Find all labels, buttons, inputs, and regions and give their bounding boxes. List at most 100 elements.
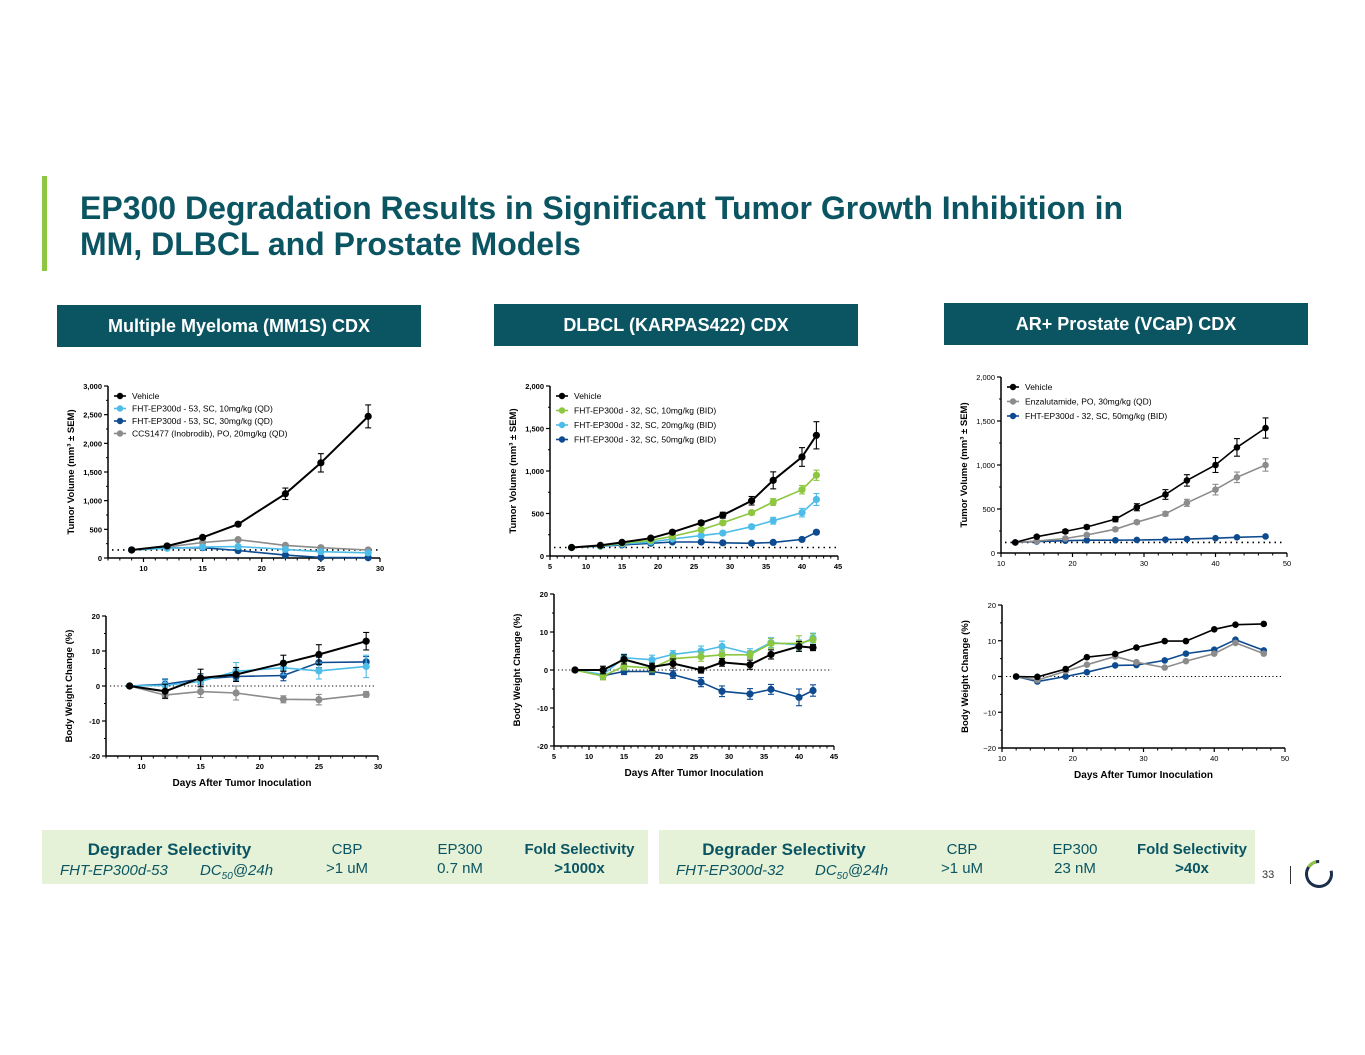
y-tick-label: -10 (89, 717, 100, 726)
legend-item: Vehicle (556, 391, 602, 401)
data-point (812, 528, 820, 536)
data-point (1062, 673, 1069, 680)
series-fht-ep300d-32-sc-10mg-kg-bid (571, 633, 817, 681)
data-point (812, 495, 820, 504)
data-point (279, 659, 287, 667)
data-point (1083, 536, 1091, 544)
data-point (746, 690, 754, 698)
legend-marker (558, 421, 566, 429)
series-vehicle (568, 421, 820, 552)
cbp-label: CBP (331, 841, 363, 858)
legend-marker (558, 407, 566, 414)
data-point (719, 511, 727, 519)
data-point (1232, 621, 1239, 628)
data-point (1233, 444, 1241, 451)
x-tick-label: 10 (139, 564, 147, 573)
y-tick-label: 10 (92, 647, 100, 656)
y-tick-label: 2,000 (976, 373, 995, 382)
x-tick-label: 30 (1140, 559, 1148, 568)
data-point (718, 658, 726, 666)
data-point (234, 520, 242, 528)
legend-label: Vehicle (574, 391, 602, 401)
data-point (234, 542, 242, 551)
metric-subscript: 50 (836, 871, 848, 882)
y-tick-label: 20 (988, 601, 996, 610)
cbp-column: CBP >1 uM (922, 840, 1002, 878)
chart-dlbcl-body-weight: -20 -10 0 10 20 5 10 15 20 25 30 35 40 45 Body Weight … (502, 586, 852, 791)
data-point (1212, 461, 1219, 469)
legend-item: CCS1477 (Inobrodib), PO, 20mg/kg (QD) (114, 429, 288, 439)
data-point (767, 685, 775, 693)
legend-marker (116, 417, 124, 425)
data-point (669, 670, 677, 679)
data-point (669, 659, 677, 668)
data-point (795, 693, 803, 701)
y-tick-label: 1,000 (83, 497, 102, 506)
series-enzalutamide-po-30mg-kg-qd (1012, 458, 1269, 546)
series-fht-ep300d-53-sc-10mg-kg-qd (126, 654, 370, 692)
x-tick-label: 50 (1281, 754, 1289, 763)
series-vehicle (128, 404, 372, 554)
series-line (1016, 642, 1265, 681)
data-point (1183, 477, 1191, 484)
page-title-line-2: MM, DLBCL and Prostate Models (80, 226, 581, 262)
x-tick-label: 20 (258, 564, 266, 573)
ep300-label: EP300 (1052, 841, 1098, 858)
data-point (812, 431, 820, 439)
data-point (1161, 657, 1169, 664)
data-point (1083, 653, 1091, 661)
legend: Vehicle Enzalutamide, PO, 30mg/kg (QD) FHT… (1007, 382, 1167, 421)
data-point (163, 542, 171, 550)
data-point (1112, 525, 1119, 533)
x-tick-label: 5 (552, 752, 556, 761)
data-point (1212, 486, 1219, 493)
data-point (809, 643, 817, 652)
footer-divider (1290, 866, 1291, 884)
panel-header-mm-label: Multiple Myeloma (MM1S) CDX (107, 315, 371, 336)
panel-header-prostate: AR+ Prostate (VCaP) CDX (944, 303, 1308, 345)
data-point (279, 671, 287, 680)
y-tick-label: 2,500 (83, 411, 102, 420)
panel-header-mm: Multiple Myeloma (MM1S) CDX (57, 305, 421, 347)
data-point (1162, 536, 1169, 543)
legend-label: Vehicle (132, 391, 160, 401)
data-point (232, 670, 240, 679)
data-point (718, 687, 726, 695)
y-tick-label: 10 (540, 628, 548, 637)
circular-progress-logo-icon (1303, 858, 1335, 895)
x-tick-label: 45 (830, 752, 838, 761)
legend-marker (1009, 383, 1017, 391)
x-tick-label: 30 (726, 562, 734, 571)
x-tick-label: 30 (1139, 754, 1147, 763)
x-tick-label: 25 (317, 564, 325, 573)
data-point (697, 532, 705, 540)
y-tick-label: 10 (988, 637, 996, 646)
x-tick-label: 20 (654, 562, 662, 571)
data-point (719, 529, 727, 537)
legend-item: Enzalutamide, PO, 30mg/kg (QD) (1007, 397, 1152, 407)
metric-suffix: @24h (232, 862, 274, 879)
legend-marker (1009, 398, 1017, 405)
x-tick-label: 10 (998, 754, 1006, 763)
data-point (128, 546, 136, 554)
data-point (648, 663, 656, 671)
data-point (126, 682, 134, 690)
data-point (1083, 523, 1091, 531)
series-line (575, 645, 814, 672)
data-point (1161, 664, 1169, 671)
data-point (1183, 499, 1191, 507)
chart-svg: 0 500 1,000 1,500 2,000 2,500 3,000 10 15 20 25 30 T… (66, 382, 384, 573)
selectivity-compound: FHT-EP300d-53 (60, 861, 200, 880)
y-tick-label: 1,500 (525, 425, 544, 434)
x-tick-label: 15 (198, 564, 206, 573)
data-point (1233, 474, 1241, 481)
x-tick-label: 50 (1283, 559, 1291, 568)
y-tick-label: 0 (98, 554, 102, 563)
y-tick-label: 2,000 (525, 382, 544, 391)
y-tick-label: 500 (531, 510, 544, 519)
y-tick-label: 500 (982, 505, 995, 514)
y-tick-label: 0 (992, 673, 996, 682)
legend-label: FHT-EP300d - 53, SC, 10mg/kg (QD) (132, 404, 273, 414)
series-fht-ep300d-32-sc-50mg-kg-bid (1012, 636, 1268, 685)
data-point (769, 498, 777, 506)
